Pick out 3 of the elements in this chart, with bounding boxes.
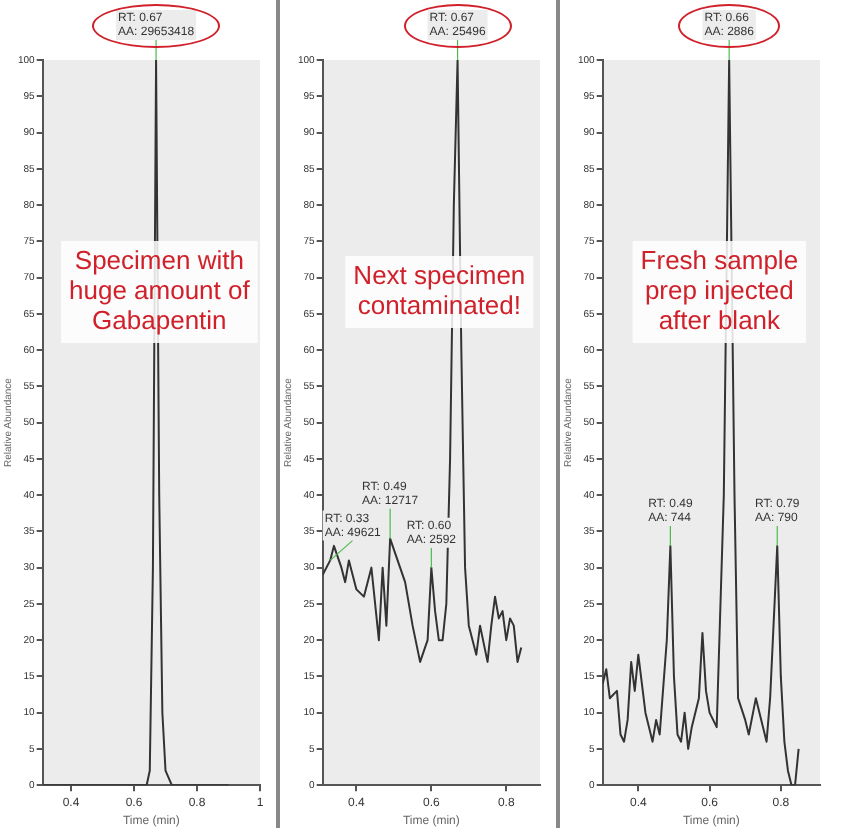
annotation: Specimen with huge amount of Gabapentin xyxy=(68,245,251,336)
annotation: Next specimen contaminated! xyxy=(353,260,526,321)
annotation: Fresh sample prep injected after blank xyxy=(640,245,799,336)
